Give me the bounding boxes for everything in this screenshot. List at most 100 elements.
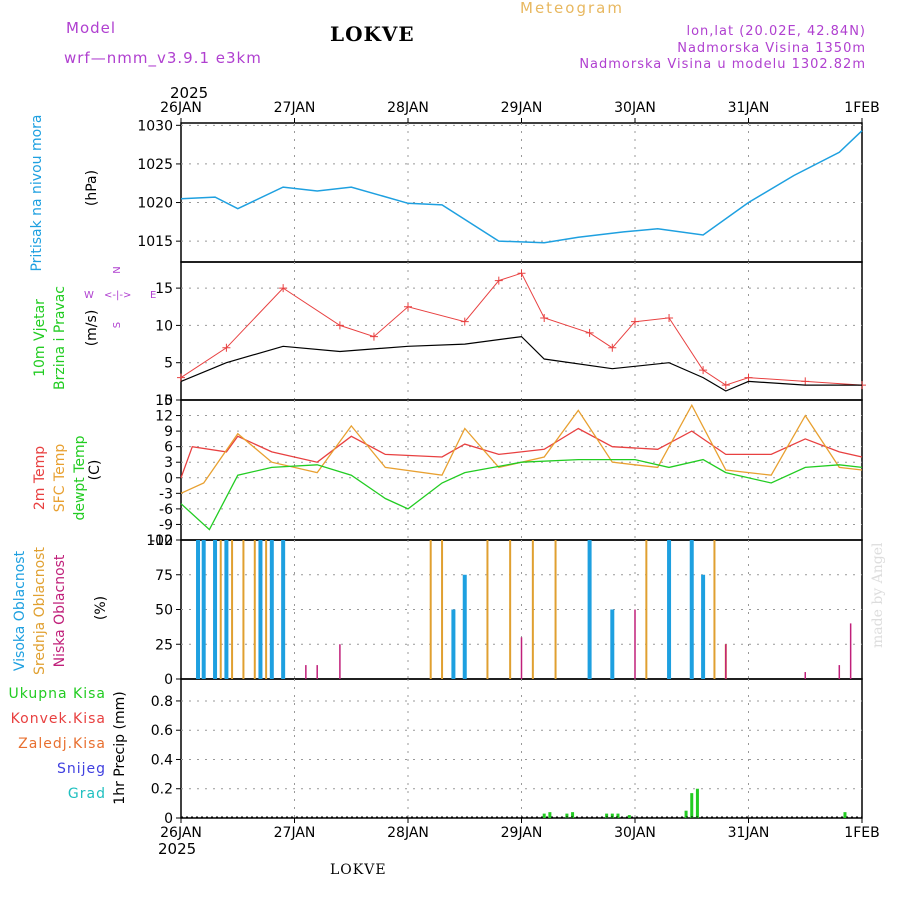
coords-label: lon,lat (20.02E, 42.84N) bbox=[686, 24, 866, 39]
cloud-high-bar bbox=[213, 540, 218, 679]
date-label-bottom: 1FEB bbox=[844, 825, 879, 841]
compass-north: N bbox=[112, 266, 123, 273]
compass-west: W bbox=[84, 290, 94, 301]
precip-bar bbox=[616, 813, 620, 818]
precip-bar bbox=[695, 788, 699, 818]
ytick-label-wind: 5 bbox=[164, 356, 173, 372]
cloud-high-bar bbox=[451, 609, 456, 679]
precip-bar bbox=[843, 812, 847, 818]
legend-snow: Snijeg bbox=[56, 761, 106, 777]
wind-gust-marker bbox=[517, 269, 526, 278]
legend-rain: Ukupna Kisa bbox=[8, 686, 106, 702]
cloud-low-bar bbox=[634, 609, 636, 679]
cloud-mid-bar bbox=[231, 540, 234, 679]
ytick-label-wind: 10 bbox=[155, 318, 173, 334]
precip-bar bbox=[684, 810, 688, 818]
wind-gust-marker bbox=[222, 343, 231, 352]
cloud-mid-bar bbox=[441, 540, 444, 679]
ytick-label-precipitation: 0.2 bbox=[151, 782, 173, 798]
panel-frame-precipitation bbox=[180, 678, 863, 819]
cloud-low-bar bbox=[804, 672, 806, 679]
compass-south: S bbox=[112, 322, 123, 328]
ytick-label-temperature: 6 bbox=[164, 440, 173, 456]
wind-gust-marker bbox=[585, 328, 594, 337]
date-label-bottom: 29JAN bbox=[501, 825, 543, 841]
precip-bar bbox=[690, 793, 694, 818]
wind-gust-marker bbox=[494, 276, 503, 285]
ytick-label-temperature: 15 bbox=[155, 393, 173, 409]
legend-frz: Zaledj.Kisa bbox=[18, 736, 106, 752]
ytick-label-clouds: 50 bbox=[155, 603, 173, 619]
meteogram-title: Meteogram bbox=[520, 0, 624, 17]
cloud-low-bar bbox=[520, 637, 523, 679]
ytick-label-temperature: -3 bbox=[159, 486, 173, 502]
cloud-high-bar bbox=[667, 540, 672, 679]
cloud-high-bar bbox=[281, 540, 286, 679]
date-label-top: 27JAN bbox=[274, 100, 316, 116]
panel-frame-wind bbox=[180, 261, 863, 401]
cloud-mid-bar bbox=[429, 540, 432, 679]
wind-gust-marker bbox=[460, 317, 469, 326]
footer-station: LOKVE bbox=[330, 862, 387, 878]
cloud-high-bar bbox=[689, 540, 694, 679]
cloud-low-bar bbox=[305, 665, 307, 679]
cloud-low-bar bbox=[838, 665, 841, 679]
date-label-top: 28JAN bbox=[387, 100, 429, 116]
date-label-bottom: 28JAN bbox=[387, 825, 429, 841]
legend-grad: Grad bbox=[67, 786, 106, 802]
wind-gust-marker bbox=[540, 313, 549, 322]
cloud-high-bar bbox=[462, 574, 467, 679]
wind-gust-marker bbox=[279, 284, 288, 293]
precip-bar bbox=[610, 813, 614, 818]
wind-compass: N W <-|-> E S bbox=[84, 266, 156, 328]
legend-conv: Konvek.Kisa bbox=[10, 711, 106, 727]
ytick-label-clouds: 100 bbox=[146, 533, 173, 549]
wind-gust-marker bbox=[801, 377, 810, 386]
elevation-label: Nadmorska Visina 1350m bbox=[677, 41, 866, 56]
cloud-mid-bar bbox=[253, 540, 256, 679]
date-labels: 26JAN 26JAN 27JAN 27JAN 28JAN 28JAN 29JAN 29JAN… bbox=[160, 100, 880, 841]
cloud-high-bar bbox=[587, 540, 592, 679]
cloud-mid-bar bbox=[486, 540, 489, 679]
compass-center: <-|-> bbox=[104, 290, 131, 301]
wind-gust-marker bbox=[335, 321, 344, 330]
cloud-high-bar bbox=[224, 540, 229, 679]
cloud-low-bar bbox=[339, 644, 341, 679]
ytick-label-pressure: 1015 bbox=[137, 234, 173, 250]
date-label-bottom: 26JAN bbox=[160, 825, 202, 841]
cloud-high-bar bbox=[196, 540, 201, 679]
wind-gust-marker bbox=[631, 317, 639, 326]
cloud-mid-bar bbox=[645, 540, 648, 679]
ytick-label-temperature: -6 bbox=[159, 502, 173, 518]
wind-gust-marker bbox=[721, 381, 730, 390]
temp-dewpt-line bbox=[180, 458, 863, 531]
cloud-mid-bar bbox=[242, 540, 245, 679]
ytick-label-temperature: 3 bbox=[164, 455, 173, 471]
wind-gust-marker bbox=[177, 373, 185, 382]
date-label-top: 1FEB bbox=[844, 100, 879, 116]
precip-bar bbox=[542, 813, 546, 818]
precip-bar bbox=[548, 812, 552, 818]
date-label-bottom: 31JAN bbox=[728, 825, 770, 841]
ytick-label-temperature: 9 bbox=[164, 424, 173, 440]
model-label: Model bbox=[66, 19, 117, 37]
cloud-mid-bar bbox=[531, 540, 534, 679]
compass-east: E bbox=[150, 290, 156, 301]
wind-gust-marker bbox=[699, 366, 708, 375]
ytick-label-wind: 0 bbox=[164, 393, 173, 409]
cloud-mid-bar bbox=[219, 540, 222, 679]
cloud-high-bar bbox=[201, 540, 206, 679]
cloud-high-bar bbox=[701, 574, 706, 679]
cloud-low-bar bbox=[316, 665, 318, 679]
cloud-mid-bar bbox=[713, 540, 716, 679]
cloud-mid-bar bbox=[509, 540, 512, 679]
ytick-label-precipitation: 0.4 bbox=[151, 752, 173, 768]
date-label-top: 29JAN bbox=[501, 100, 543, 116]
temp-2m-line bbox=[180, 427, 863, 479]
wind-gust-marker bbox=[404, 302, 412, 311]
ytick-label-clouds: 0 bbox=[164, 672, 173, 688]
wind-gust-marker bbox=[744, 373, 753, 382]
cloud-high-bar bbox=[610, 609, 615, 679]
date-label-bottom: 30JAN bbox=[614, 825, 656, 841]
